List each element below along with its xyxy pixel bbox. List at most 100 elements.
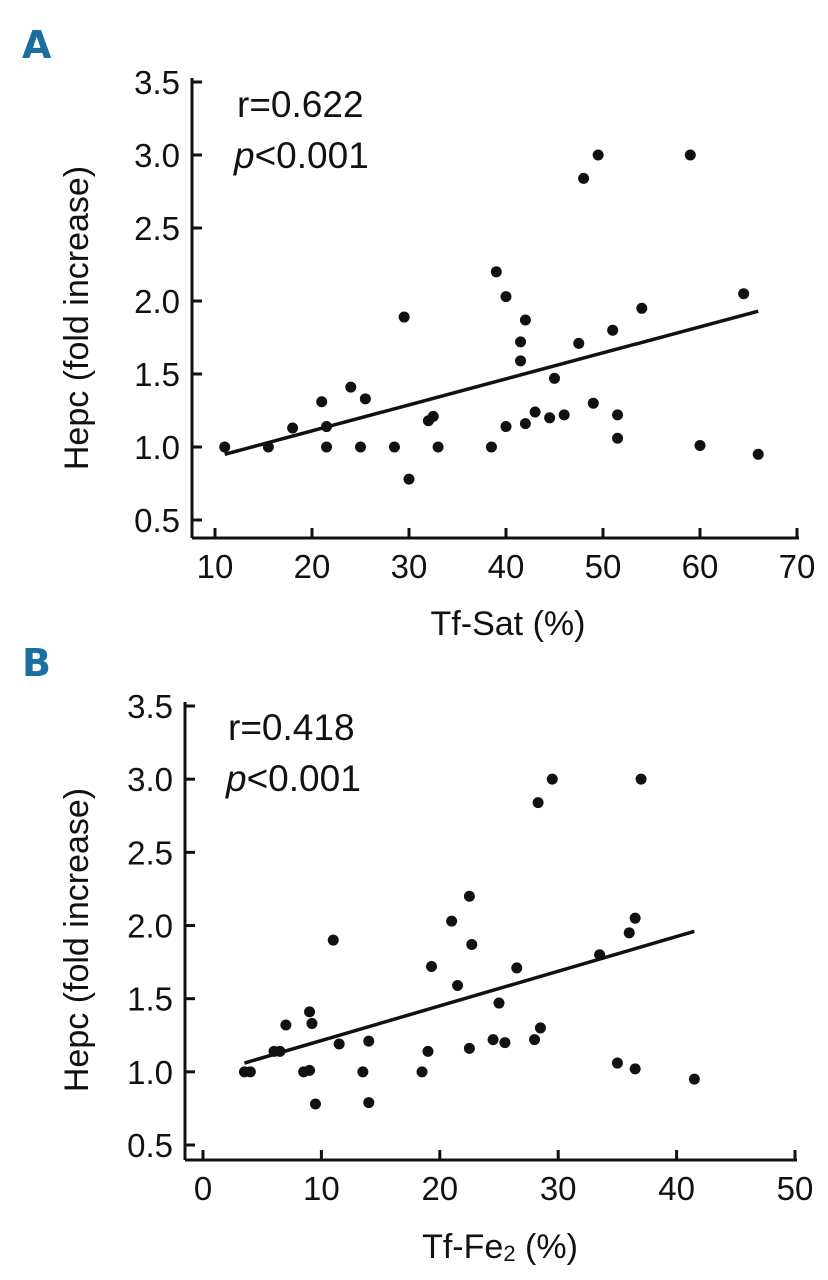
panel-b-data-point — [304, 1006, 316, 1018]
panel-a-p-value: p<0.001 — [233, 135, 369, 176]
panel-b-data-point — [529, 1034, 541, 1046]
panel-a-data-point — [519, 418, 531, 430]
panel-b-x-tick-label: 30 — [540, 1170, 577, 1207]
panel-b-label: B — [22, 641, 51, 685]
panel-a-x-tick-label: 10 — [197, 548, 234, 585]
panel-b-x-axis-title-end: (%) — [516, 1228, 578, 1266]
panel-a-x-axis-title: Tf-Sat (%) — [431, 605, 586, 643]
panel-b-x-axis-title-subscript: 2 — [503, 1241, 515, 1266]
panel-a-x-ticks: 10 20 30 40 50 60 70 — [197, 528, 816, 585]
panel-a-y-axis-title: Hepc (fold increase) — [58, 166, 96, 470]
panel-a-data-point — [432, 441, 444, 453]
panel-b-data-point — [466, 939, 478, 951]
panel-a-data-point — [500, 421, 512, 433]
panel-a-data-point — [612, 409, 624, 421]
panel-b-data-point — [487, 1034, 499, 1046]
panel-b-data-point — [532, 797, 544, 809]
panel-b-y-tick-label: 1.5 — [127, 981, 173, 1018]
panel-b-data-point — [688, 1073, 700, 1085]
panel-a-y-tick-label: 0.5 — [134, 502, 180, 539]
panel-a-data-point — [388, 441, 400, 453]
panel-b-regression-line — [243, 929, 695, 1065]
panel-a-data-point — [500, 291, 512, 303]
panel-b-data-point — [363, 1035, 375, 1047]
panel-a-x-tick-label: 30 — [391, 548, 428, 585]
panel-a-data-point — [752, 448, 764, 460]
panel-a-x-tick-label: 60 — [682, 548, 719, 585]
panel-b-x-tick-label: 0 — [194, 1170, 212, 1207]
panel-b-data-point — [452, 979, 464, 991]
panel-a-x-tick-label: 20 — [294, 548, 331, 585]
panel-b-data-point — [244, 1066, 256, 1078]
panel-a-label: A — [22, 23, 52, 67]
panel-a-data-point — [321, 441, 333, 453]
panel-a-x-tick-label: 70 — [779, 548, 816, 585]
panel-a-y-tick-label: 2.0 — [134, 283, 180, 320]
panel-b-x-tick-label: 50 — [777, 1170, 814, 1207]
panel-a-data-point — [607, 324, 619, 336]
panel-b-x-tick-label: 40 — [658, 1170, 695, 1207]
panel-a-data-point — [485, 441, 497, 453]
panel-a-data-point — [529, 406, 541, 418]
panel-b-y-tick-label: 0.5 — [127, 1127, 173, 1164]
panel-a-x-tick-label: 50 — [585, 548, 622, 585]
panel-a-data-point — [355, 441, 366, 453]
panel-b-y-ticks: 0.5 1.0 1.5 2.0 2.5 3.0 3.5 — [127, 688, 195, 1164]
panel-b-data-point — [327, 934, 339, 946]
panel-b-r-value: r=0.418 — [228, 707, 355, 748]
panel-a-data-point — [587, 397, 599, 409]
panel-b-data-point — [635, 773, 647, 785]
panel-a-data-point — [592, 149, 604, 161]
panel-a-data-point — [544, 412, 556, 424]
panel-b-data-point — [363, 1097, 375, 1109]
panel-b-x-tick-label: 10 — [303, 1170, 340, 1207]
panel-a-regression-line — [224, 309, 759, 456]
panel-a: A 0.5 1.0 1.5 2.0 2.5 3.0 3.5 10 20 30 40 50 60 70 r… — [22, 23, 815, 643]
panel-a-data-point — [578, 172, 590, 184]
panel-a-y-tick-label: 3.0 — [134, 137, 180, 174]
panel-b-data-point — [416, 1066, 428, 1078]
panel-a-data-point — [219, 441, 231, 453]
panel-b-data-point — [306, 1018, 318, 1030]
panel-b-data-point — [629, 1063, 641, 1075]
panel-b-data-point — [280, 1019, 292, 1031]
panel-b-data-point — [426, 960, 438, 972]
panel-a-data-point — [403, 473, 415, 485]
panel-a-data-point — [558, 409, 570, 421]
panel-b-data-point — [493, 997, 505, 1009]
panel-b-data-point — [546, 773, 558, 785]
panel-a-data-point — [398, 311, 410, 323]
panel-b-data-point — [499, 1037, 511, 1049]
panel-b-data-point — [463, 1042, 475, 1054]
panel-a-data-point — [515, 336, 527, 348]
panel-a-r-value: r=0.622 — [237, 84, 364, 125]
panel-a-data-point — [694, 440, 706, 452]
panel-a-data-point — [738, 288, 750, 300]
panel-b-data-point — [304, 1064, 316, 1076]
panel-b-x-ticks: 0 10 20 30 40 50 — [194, 1150, 814, 1207]
panel-b-x-axis-title-main: Tf-Fe — [422, 1228, 503, 1266]
panel-a-y-tick-label: 3.5 — [134, 64, 180, 101]
panel-b-data-point — [422, 1045, 434, 1057]
panel-b-y-tick-label: 2.5 — [127, 834, 173, 871]
panel-b-data-point — [623, 927, 635, 939]
panel-a-y-tick-label: 1.5 — [134, 356, 180, 393]
panel-a-data-point — [549, 372, 560, 384]
panel-b-p-threshold: <0.001 — [247, 758, 361, 799]
panel-a-data-point — [684, 149, 696, 161]
panel-a-y-tick-label: 1.0 — [134, 429, 180, 466]
panel-b-data-point — [511, 962, 523, 974]
panel-a-data-point — [287, 422, 299, 434]
panel-b-y-axis-title: Hepc (fold increase) — [58, 788, 96, 1092]
panel-a-data-point — [573, 337, 585, 349]
panel-b-data-point — [446, 915, 458, 927]
panel-b: B 0.5 1.0 1.5 2.0 2.5 3.0 3.5 0 10 20 30 40 50 r=0.… — [22, 641, 813, 1266]
panel-a-p-threshold: <0.001 — [255, 135, 369, 176]
panel-a-data-point — [612, 432, 624, 444]
panel-b-data-point — [333, 1038, 345, 1050]
panel-a-p-symbol: p — [233, 135, 255, 176]
panel-a-data-point — [427, 410, 439, 422]
panel-a-x-tick-label: 40 — [488, 548, 525, 585]
panel-a-data-point — [359, 393, 371, 405]
